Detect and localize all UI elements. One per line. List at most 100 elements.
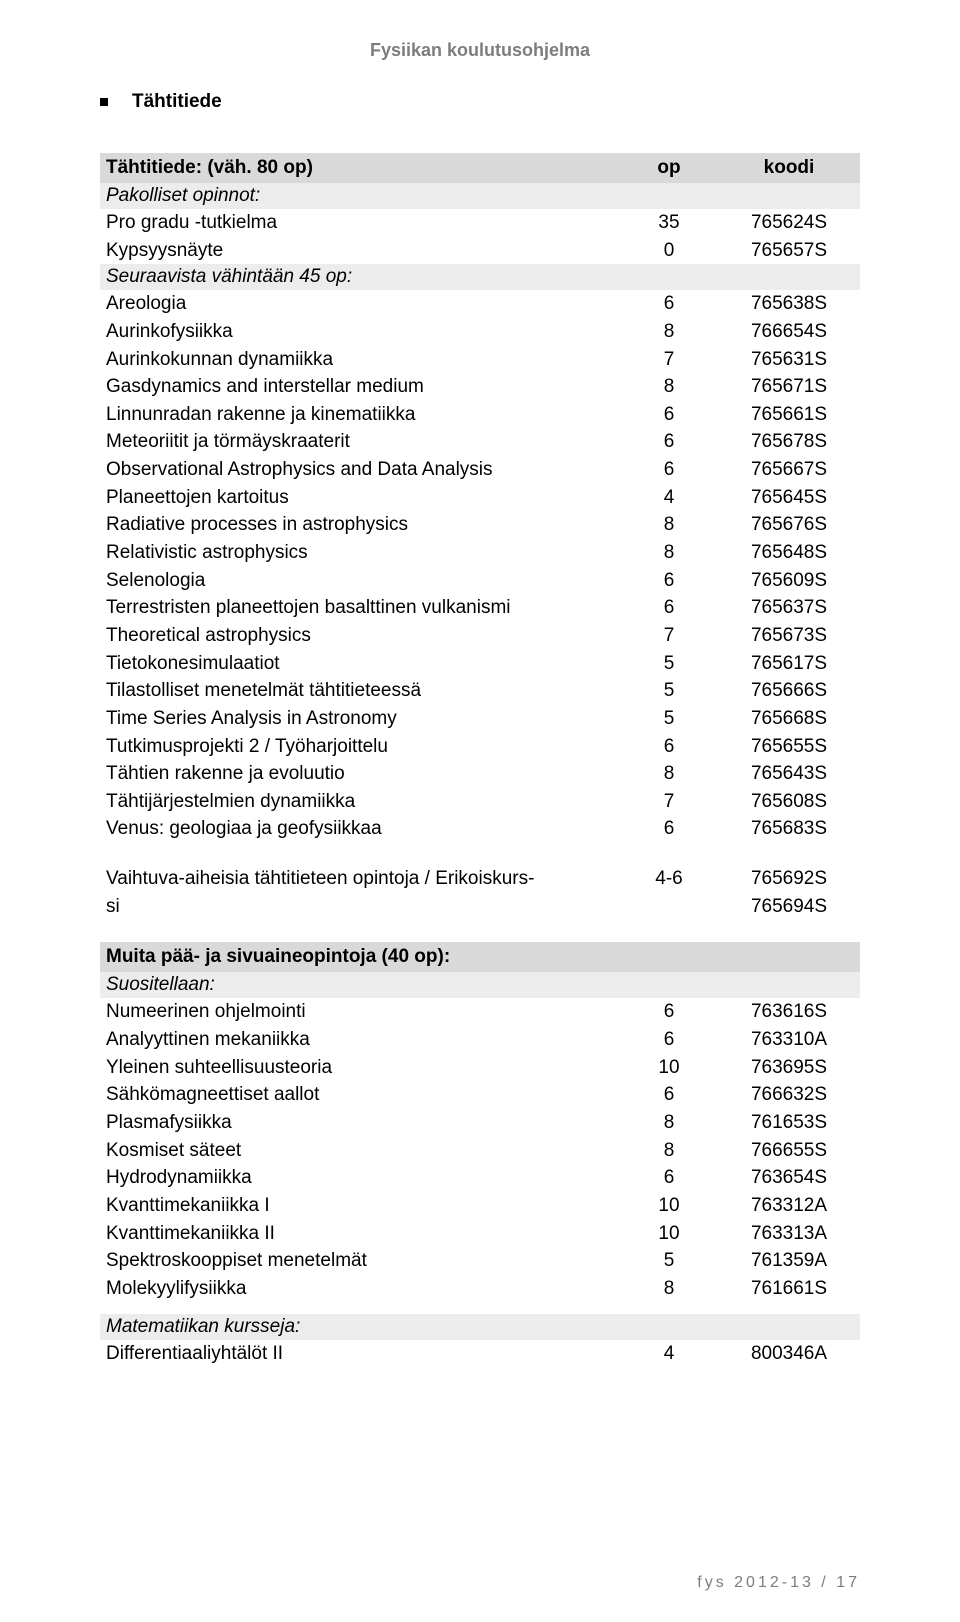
row-label: Gasdynamics and interstellar medium <box>106 374 614 400</box>
row-label: Meteoriitit ja törmäyskraaterit <box>106 429 614 455</box>
row-code: 765666S <box>724 678 854 704</box>
row-code: 765678S <box>724 429 854 455</box>
table-row: Gasdynamics and interstellar medium87656… <box>100 373 860 401</box>
group4-rows: Differentiaaliyhtälöt II4800346A <box>100 1340 860 1368</box>
row-op: 10 <box>614 1221 724 1247</box>
row-op: 6 <box>614 595 724 621</box>
row-label: Kypsyysnäyte <box>106 238 614 264</box>
row-code: 766632S <box>724 1082 854 1108</box>
row-op: 8 <box>614 761 724 787</box>
row-op: 4 <box>614 1341 724 1367</box>
row-op: 6 <box>614 999 724 1025</box>
spacer <box>100 920 860 942</box>
row-op: 8 <box>614 374 724 400</box>
table-row: Yleinen suhteellisuusteoria10763695S <box>100 1054 860 1082</box>
row-op: 8 <box>614 512 724 538</box>
row-op: 7 <box>614 347 724 373</box>
row-op: 8 <box>614 1110 724 1136</box>
row-code: 763312A <box>724 1193 854 1219</box>
row-label: Tilastolliset menetelmät tähtitieteessä <box>106 678 614 704</box>
table-row: Spektroskooppiset menetelmät5761359A <box>100 1247 860 1275</box>
row-code: 766654S <box>724 319 854 345</box>
page-header: Fysiikan koulutusohjelma <box>100 40 860 61</box>
row-op: 7 <box>614 623 724 649</box>
table-row: Sähkömagneettiset aallot6766632S <box>100 1081 860 1109</box>
row-label: Pro gradu -tutkielma <box>106 210 614 236</box>
row-label: Kvanttimekaniikka I <box>106 1193 614 1219</box>
row-label: Areologia <box>106 291 614 317</box>
row-label: Differentiaaliyhtälöt II <box>106 1341 614 1367</box>
row-op: 5 <box>614 651 724 677</box>
row-code: 765643S <box>724 761 854 787</box>
table-row: Tietokonesimulaatiot5765617S <box>100 650 860 678</box>
vaihtuva-label-2: si <box>106 894 614 920</box>
table-header-left: Tähtitiede: (väh. 80 op) <box>106 157 614 179</box>
table-row: Venus: geologiaa ja geofysiikkaa6765683S <box>100 815 860 843</box>
vaihtuva-label-1: Vaihtuva-aiheisia tähtitieteen opintoja … <box>106 866 614 892</box>
row-op: 6 <box>614 291 724 317</box>
table-row: Differentiaaliyhtälöt II4800346A <box>100 1340 860 1368</box>
row-code: 765608S <box>724 789 854 815</box>
vaihtuva-code-1: 765692S <box>724 866 854 892</box>
row-label: Linnunradan rakenne ja kinematiikka <box>106 402 614 428</box>
row-code: 765673S <box>724 623 854 649</box>
row-code: 765668S <box>724 706 854 732</box>
table-row: Terrestristen planeettojen basalttinen v… <box>100 594 860 622</box>
table-row: Kypsyysnäyte0765657S <box>100 237 860 265</box>
row-code: 765638S <box>724 291 854 317</box>
row-code: 765683S <box>724 816 854 842</box>
table-row: Linnunradan rakenne ja kinematiikka67656… <box>100 401 860 429</box>
row-label: Spektroskooppiset menetelmät <box>106 1248 614 1274</box>
group-heading: Matematiikan kursseja: <box>100 1314 860 1340</box>
table-row: Tähtijärjestelmien dynamiikka7765608S <box>100 788 860 816</box>
table-row: Observational Astrophysics and Data Anal… <box>100 456 860 484</box>
table-row: Meteoriitit ja törmäyskraaterit6765678S <box>100 428 860 456</box>
table-row: Kvanttimekaniikka I10763312A <box>100 1192 860 1220</box>
row-label: Venus: geologiaa ja geofysiikkaa <box>106 816 614 842</box>
table-row: Molekyylifysiikka8761661S <box>100 1275 860 1303</box>
vaihtuva-row-2: si 765694S <box>100 893 860 921</box>
row-code: 765657S <box>724 238 854 264</box>
row-label: Plasmafysiikka <box>106 1110 614 1136</box>
row-op: 6 <box>614 568 724 594</box>
table-row: Tilastolliset menetelmät tähtitieteessä5… <box>100 677 860 705</box>
group2-rows: Areologia6765638SAurinkofysiikka8766654S… <box>100 290 860 843</box>
table-header-row: Tähtitiede: (väh. 80 op) op koodi <box>100 153 860 183</box>
row-label: Tietokonesimulaatiot <box>106 651 614 677</box>
table-row: Relativistic astrophysics8765648S <box>100 539 860 567</box>
table-row: Kvanttimekaniikka II10763313A <box>100 1220 860 1248</box>
bullet-icon <box>100 98 108 106</box>
table-row: Theoretical astrophysics7765673S <box>100 622 860 650</box>
row-code: 765671S <box>724 374 854 400</box>
row-code: 763313A <box>724 1221 854 1247</box>
table-row: Time Series Analysis in Astronomy5765668… <box>100 705 860 733</box>
row-code: 766655S <box>724 1138 854 1164</box>
row-code: 765609S <box>724 568 854 594</box>
row-op: 5 <box>614 1248 724 1274</box>
row-op: 8 <box>614 1138 724 1164</box>
row-op: 4 <box>614 485 724 511</box>
row-code: 765645S <box>724 485 854 511</box>
row-op: 35 <box>614 210 724 236</box>
row-label: Radiative processes in astrophysics <box>106 512 614 538</box>
group-subheading: Suositellaan: <box>100 972 860 998</box>
row-op: 6 <box>614 457 724 483</box>
vaihtuva-row-1: Vaihtuva-aiheisia tähtitieteen opintoja … <box>100 865 860 893</box>
table-header-code: koodi <box>724 157 854 179</box>
row-label: Tähtijärjestelmien dynamiikka <box>106 789 614 815</box>
row-op: 6 <box>614 1027 724 1053</box>
table-row: Kosmiset säteet8766655S <box>100 1137 860 1165</box>
row-code: 763654S <box>724 1165 854 1191</box>
row-code: 763616S <box>724 999 854 1025</box>
row-code: 765631S <box>724 347 854 373</box>
row-label: Sähkömagneettiset aallot <box>106 1082 614 1108</box>
row-label: Theoretical astrophysics <box>106 623 614 649</box>
document-page: Fysiikan koulutusohjelma Tähtitiede Täht… <box>0 0 960 1622</box>
row-code: 765624S <box>724 210 854 236</box>
row-op: 8 <box>614 1276 724 1302</box>
row-op: 10 <box>614 1055 724 1081</box>
row-label: Molekyylifysiikka <box>106 1276 614 1302</box>
vaihtuva-op: 4-6 <box>614 866 724 892</box>
row-code: 763695S <box>724 1055 854 1081</box>
row-code: 765676S <box>724 512 854 538</box>
